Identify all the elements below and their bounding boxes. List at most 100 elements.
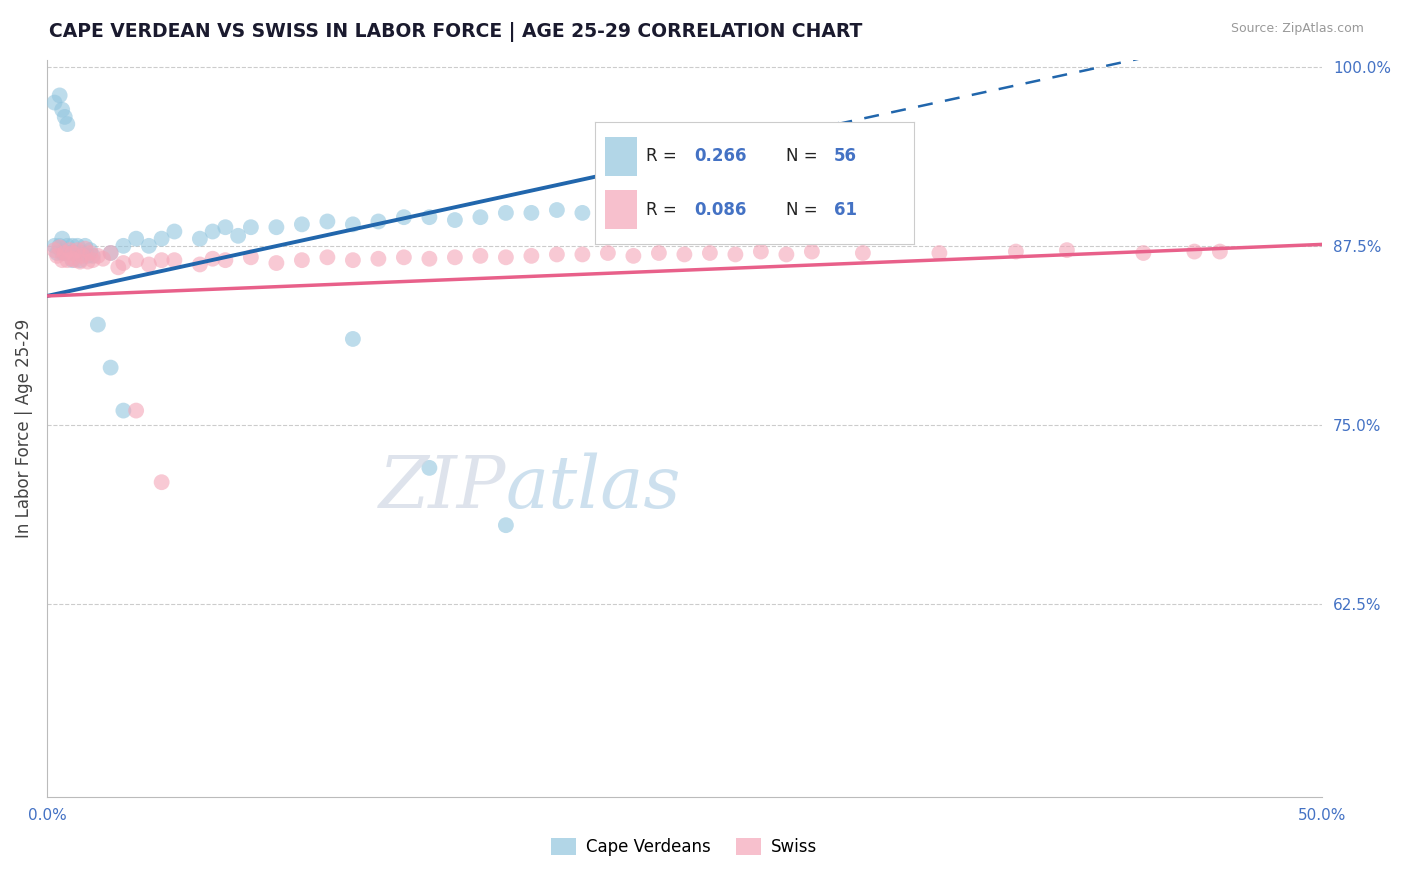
Point [150, 253, 173, 268]
Point [571, 247, 593, 261]
Point [520, 249, 543, 263]
Point [239, 250, 262, 264]
Point [342, 218, 364, 232]
Point [342, 253, 364, 268]
Point [72, 249, 94, 263]
Point [470, 249, 492, 263]
Point [79, 243, 101, 257]
Point [699, 246, 721, 260]
Point [418, 461, 440, 475]
Point [928, 246, 950, 260]
Point [495, 250, 517, 264]
Point [150, 475, 173, 490]
Point [112, 403, 135, 417]
Point [648, 246, 671, 260]
Point [48, 240, 70, 254]
Point [46, 246, 69, 260]
Point [201, 252, 224, 266]
Point [214, 220, 236, 235]
Point [392, 250, 415, 264]
Point [53, 246, 76, 260]
Point [56, 239, 79, 253]
Point [100, 246, 122, 260]
Point [51, 232, 73, 246]
Point [266, 220, 288, 235]
Point [48, 239, 70, 253]
Text: N =: N = [786, 201, 824, 219]
Point [470, 210, 492, 224]
Point [125, 403, 148, 417]
Point [367, 252, 389, 266]
Point [63, 246, 86, 260]
Text: N =: N = [786, 147, 824, 165]
Point [596, 246, 619, 260]
Point [87, 318, 110, 332]
Point [621, 200, 644, 214]
Point [44, 239, 66, 253]
Point [138, 239, 160, 253]
Point [69, 253, 91, 268]
Point [520, 206, 543, 220]
Point [571, 206, 593, 220]
Point [214, 253, 236, 268]
Text: atlas: atlas [506, 452, 682, 523]
Point [59, 246, 82, 260]
Point [1209, 244, 1232, 259]
Text: 61: 61 [834, 201, 858, 219]
Point [63, 253, 86, 268]
Point [125, 253, 148, 268]
Text: 0.266: 0.266 [695, 147, 747, 165]
Point [546, 247, 568, 261]
Point [76, 249, 98, 263]
Point [444, 250, 467, 264]
Text: ZIP: ZIP [378, 452, 506, 523]
Point [75, 242, 97, 256]
Point [138, 257, 160, 271]
Point [112, 256, 135, 270]
Point [56, 253, 79, 268]
Point [107, 260, 129, 275]
Point [266, 256, 288, 270]
Point [75, 239, 97, 253]
Point [1005, 244, 1028, 259]
Point [188, 257, 211, 271]
Point [82, 249, 104, 263]
Text: R =: R = [647, 147, 682, 165]
Point [91, 252, 114, 266]
Text: CAPE VERDEAN VS SWISS IN LABOR FORCE | AGE 25-29 CORRELATION CHART: CAPE VERDEAN VS SWISS IN LABOR FORCE | A… [49, 22, 863, 42]
Point [87, 249, 110, 263]
Text: 56: 56 [834, 147, 858, 165]
Point [150, 232, 173, 246]
Bar [605, 191, 637, 229]
Point [749, 244, 772, 259]
Point [596, 202, 619, 217]
Point [60, 246, 83, 260]
Bar [605, 136, 637, 176]
Text: Source: ZipAtlas.com: Source: ZipAtlas.com [1230, 22, 1364, 36]
Point [72, 246, 94, 260]
Point [51, 253, 73, 268]
Point [495, 206, 517, 220]
Point [418, 252, 440, 266]
Point [100, 246, 122, 260]
Point [51, 103, 73, 117]
Point [66, 243, 89, 257]
Point [673, 247, 696, 261]
Point [495, 518, 517, 533]
Point [46, 249, 69, 263]
Point [53, 246, 76, 260]
Point [392, 210, 415, 224]
Point [291, 218, 314, 232]
Point [342, 332, 364, 346]
Point [724, 247, 747, 261]
Point [60, 252, 83, 266]
Text: 0.086: 0.086 [695, 201, 747, 219]
Point [201, 225, 224, 239]
Point [1182, 244, 1205, 259]
Text: R =: R = [647, 201, 682, 219]
Point [188, 232, 211, 246]
Point [48, 88, 70, 103]
Point [163, 225, 186, 239]
Y-axis label: In Labor Force | Age 25-29: In Labor Force | Age 25-29 [15, 318, 32, 538]
Legend: Cape Verdeans, Swiss: Cape Verdeans, Swiss [544, 831, 824, 863]
